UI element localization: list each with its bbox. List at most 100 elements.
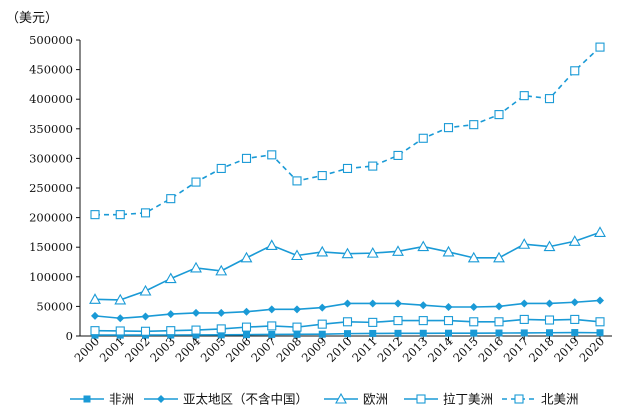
data-point	[267, 150, 277, 160]
data-point	[90, 326, 100, 336]
data-point	[139, 284, 152, 296]
x-tick-label: 2013	[400, 334, 431, 365]
x-tick-label: 2002	[122, 334, 153, 365]
data-point	[115, 210, 125, 220]
data-point	[520, 329, 528, 337]
data-point	[317, 319, 327, 329]
x-tick-label: 2000	[72, 334, 103, 365]
data-point	[570, 66, 580, 76]
data-point	[317, 171, 327, 181]
y-tick-label: 0	[66, 329, 73, 343]
data-point	[570, 314, 580, 324]
x-tick-label: 2019	[551, 334, 582, 365]
data-point	[418, 316, 428, 326]
data-point	[91, 311, 99, 320]
legend-marker	[157, 395, 165, 403]
data-point	[595, 317, 605, 327]
series-4	[90, 42, 605, 220]
x-tick-label: 2003	[147, 334, 178, 365]
legend: 非洲 亚太地区（不含中国） 欧洲 拉丁美洲 北美洲	[70, 392, 579, 407]
data-point	[114, 293, 127, 305]
data-point	[140, 326, 151, 336]
data-point	[242, 307, 251, 316]
data-point	[190, 261, 202, 273]
data-point	[192, 308, 200, 317]
data-point	[444, 302, 453, 311]
x-tick-labels: 2000200120022003200420052006200720082009…	[72, 334, 608, 365]
data-point	[265, 239, 278, 250]
data-point	[166, 194, 176, 204]
data-point	[243, 331, 250, 339]
data-point	[116, 314, 125, 323]
data-point	[341, 247, 354, 259]
x-tick-label: 2008	[274, 334, 305, 365]
y-tick-label: 400000	[29, 92, 73, 106]
data-point	[393, 316, 403, 326]
x-tick-label: 2015	[450, 334, 481, 365]
data-point	[368, 299, 377, 308]
data-point	[141, 312, 150, 321]
data-point	[545, 299, 554, 308]
data-point	[216, 163, 226, 174]
data-point	[241, 153, 252, 163]
data-point	[544, 94, 555, 104]
data-point	[595, 42, 605, 52]
data-point	[394, 299, 402, 308]
y-tick-label: 150000	[29, 240, 73, 254]
data-point	[594, 226, 606, 237]
data-point	[192, 331, 200, 339]
data-point	[470, 329, 478, 337]
data-point	[469, 317, 479, 327]
y-tick-label: 250000	[29, 181, 73, 195]
y-tick-label: 100000	[29, 270, 73, 284]
data-point	[394, 329, 402, 337]
data-point	[469, 120, 479, 130]
data-point	[392, 245, 404, 256]
data-point	[241, 322, 252, 332]
series-3	[90, 314, 605, 336]
data-point	[90, 210, 100, 220]
data-point	[191, 177, 201, 187]
x-tick-label: 2007	[248, 334, 279, 365]
legend-item: 亚太地区（不含中国）	[144, 392, 308, 407]
data-point	[366, 246, 379, 258]
x-tick-label: 2011	[349, 334, 380, 365]
data-point	[443, 316, 454, 326]
y-tick-label: 50000	[36, 299, 73, 313]
legend-item: 拉丁美洲	[404, 392, 493, 407]
data-point	[268, 330, 276, 338]
data-point	[445, 329, 452, 337]
data-point	[493, 251, 505, 263]
x-tick-label: 2012	[375, 334, 406, 365]
legend-label: 亚太地区（不含中国）	[183, 392, 308, 407]
x-tick-label: 2018	[526, 334, 557, 365]
data-point	[570, 298, 579, 307]
data-point	[519, 314, 529, 324]
axes	[76, 39, 612, 340]
series-2	[89, 226, 606, 305]
data-point	[318, 303, 327, 312]
x-tick-label: 2004	[173, 334, 204, 365]
data-point	[215, 264, 228, 276]
data-point	[596, 329, 604, 337]
x-tick-label: 2005	[198, 334, 229, 365]
data-point	[543, 240, 556, 252]
y-tick-label: 450000	[29, 63, 73, 77]
data-point	[140, 208, 151, 218]
data-point	[467, 251, 480, 263]
data-point	[342, 163, 353, 174]
y-tick-labels: 0 50000 100000 150000 200000 250000 300000 3500…	[29, 33, 73, 343]
data-point	[546, 329, 553, 337]
data-point	[293, 305, 301, 314]
data-point	[369, 329, 377, 337]
x-tick-label: 2016	[476, 334, 507, 365]
series-1	[91, 296, 604, 323]
x-tick-label: 2017	[501, 334, 532, 365]
data-point	[571, 329, 579, 337]
data-point	[417, 240, 430, 252]
data-point	[544, 315, 555, 325]
series-line	[95, 46, 601, 216]
data-point	[443, 123, 454, 133]
legend-label: 北美洲	[541, 392, 579, 407]
data-point	[342, 317, 353, 327]
